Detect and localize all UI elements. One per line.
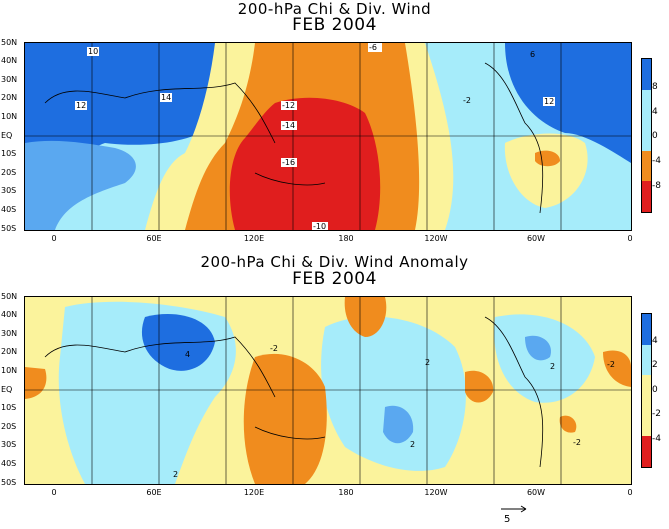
lat-label: 50N (1, 38, 18, 47)
lat-label: EQ (1, 385, 13, 394)
colorbar-label: 0 (652, 131, 658, 141)
panel1-subtitle: FEB 2004 (292, 15, 377, 35)
colorbar-label: 2 (652, 360, 658, 370)
colorbar-label: 4 (652, 336, 658, 346)
lon-label: 60E (146, 234, 162, 243)
colorbar-label: -4 (652, 156, 661, 166)
lat-label: 20S (1, 422, 17, 431)
chi-anomaly-map-panel: -2 4 2 2 2 2 -2 -2 (24, 296, 632, 485)
contour-label: -14 (282, 121, 295, 130)
lon-label: 0 (627, 488, 633, 497)
contour-label: -2 (607, 360, 615, 369)
lon-label: 120E (243, 488, 265, 497)
contour-label: -16 (282, 158, 295, 167)
lon-label: 0 (51, 488, 57, 497)
lat-label: 50S (1, 478, 17, 487)
lat-label: 40S (1, 205, 17, 214)
contour-label: -10 (313, 222, 326, 230)
lat-label: 10N (1, 366, 18, 375)
lat-label: 10S (1, 149, 17, 158)
lat-label: 20N (1, 347, 18, 356)
lat-label: 20S (1, 168, 17, 177)
lat-label: 20N (1, 93, 18, 102)
chi-map-panel: 10 12 14 -6 -12 -14 -16 -10 -2 12 6 (24, 42, 632, 231)
lon-label: 60E (146, 488, 162, 497)
lat-label: 50N (1, 292, 18, 301)
lon-label: 60W (526, 234, 546, 243)
chi-anomaly-map-svg: -2 4 2 2 2 2 -2 -2 (25, 297, 631, 484)
lon-label: 120W (424, 234, 448, 243)
contour-label: -2 (463, 96, 471, 105)
lon-label: 180 (338, 488, 354, 497)
reference-vector-arrow-icon (501, 505, 527, 513)
colorbar-label: 8 (652, 82, 658, 92)
lat-label: 30N (1, 75, 18, 84)
contour-label: -6 (369, 43, 377, 52)
lon-label: 180 (338, 234, 354, 243)
reference-vector-label: 5 (504, 514, 511, 525)
lon-label: 120E (243, 234, 265, 243)
contour-label: 2 (425, 358, 430, 367)
lon-label: 0 (627, 234, 633, 243)
contour-label: -12 (282, 101, 295, 110)
lon-label: 60W (526, 488, 546, 497)
contour-label: -2 (270, 344, 278, 353)
contour-label: -2 (573, 438, 581, 447)
colorbar-label: -2 (652, 409, 661, 419)
contour-label: 2 (173, 470, 178, 479)
lat-label: 40S (1, 459, 17, 468)
contour-label: 2 (550, 362, 555, 371)
panel2-title: 200-hPa Chi & Div. Wind Anomaly (200, 253, 469, 271)
lat-label: EQ (1, 131, 13, 140)
lat-label: 30S (1, 440, 17, 449)
lon-label: 0 (51, 234, 57, 243)
panel1-title: 200-hPa Chi & Div. Wind (237, 0, 432, 18)
colorbar-panel1 (641, 58, 652, 213)
contour-label: 6 (530, 50, 535, 59)
colorbar-label: -8 (652, 181, 661, 191)
colorbar-label: 4 (652, 107, 658, 117)
lon-label: 120W (424, 488, 448, 497)
lat-label: 30S (1, 186, 17, 195)
contour-label: 2 (410, 440, 415, 449)
contour-label: 14 (161, 93, 171, 102)
contour-label: 10 (88, 47, 98, 56)
panel2-subtitle: FEB 2004 (292, 269, 377, 289)
lat-label: 40N (1, 310, 18, 319)
lat-label: 10N (1, 112, 18, 121)
contour-label: 12 (76, 101, 86, 110)
colorbar-label: -4 (652, 434, 661, 444)
colorbar-label: 0 (652, 385, 658, 395)
lat-label: 40N (1, 56, 18, 65)
lat-label: 50S (1, 224, 17, 233)
contour-label: 4 (185, 350, 190, 359)
chi-map-svg: 10 12 14 -6 -12 -14 -16 -10 -2 12 6 (25, 43, 631, 230)
colorbar-panel2 (641, 313, 652, 468)
lat-label: 10S (1, 403, 17, 412)
lat-label: 30N (1, 329, 18, 338)
contour-label: 12 (544, 97, 554, 106)
